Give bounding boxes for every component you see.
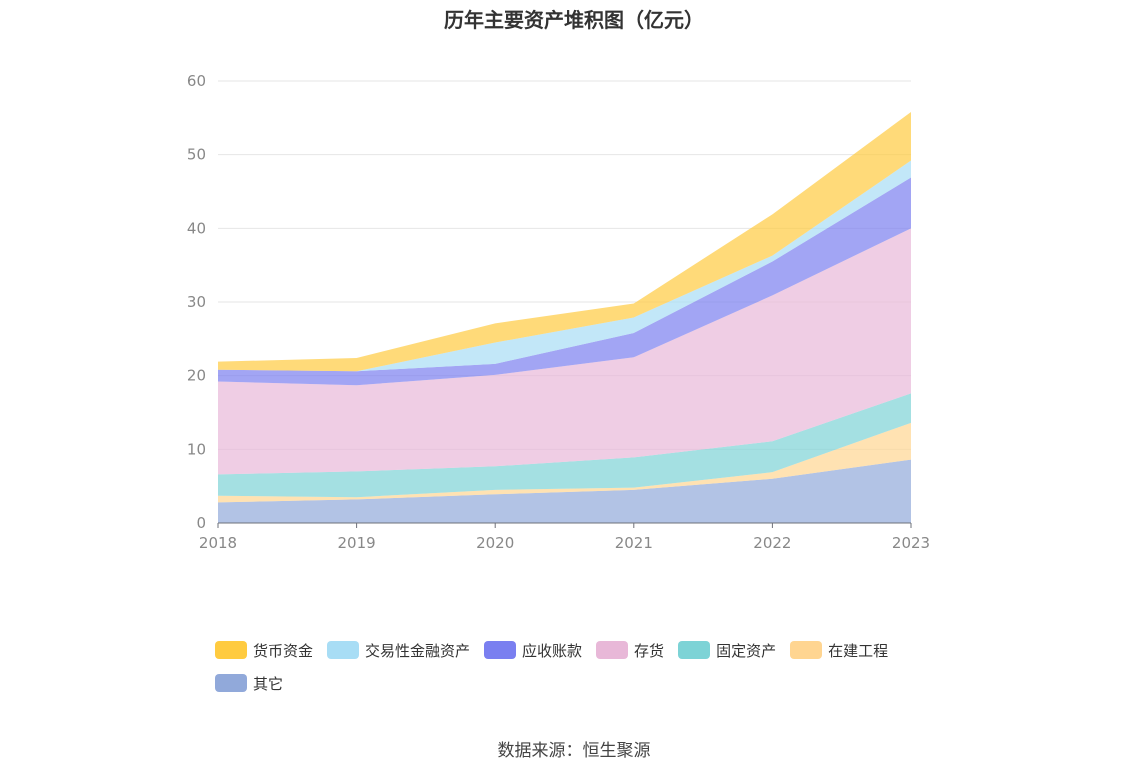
y-tick-label: 40 [187,219,206,237]
legend-swatch [327,641,360,659]
legend-label: 固定资产 [716,641,777,660]
legend-label: 货币资金 [253,641,314,660]
area-series [218,111,911,372]
legend-label: 存货 [634,641,665,660]
y-tick-label: 0 [196,514,206,532]
legend-label: 在建工程 [828,641,889,660]
y-tick-label: 20 [187,367,206,385]
x-tick-label: 2021 [615,534,653,552]
x-tick-label: 2023 [892,534,930,552]
area-series [218,459,911,523]
legend-swatch [596,641,629,659]
legend-item[interactable]: 其它 [215,670,283,696]
x-tick-label: 2018 [199,534,237,552]
data-source-note: 数据来源：恒生聚源 [497,741,651,761]
legend-swatch [678,641,711,659]
legend-item[interactable]: 在建工程 [790,637,888,663]
legend-label: 其它 [253,674,284,693]
legend-label: 应收账款 [522,641,583,660]
x-tick-label: 2020 [476,534,514,552]
x-tick-label: 2019 [338,534,376,552]
legend-swatch [790,641,823,659]
chart-legend: 货币资金 交易性金融资产 应收账款 存货 固定资产 在建工程其它 [215,637,975,703]
chart-title: 历年主要资产堆积图（亿元） [444,8,704,32]
legend-item[interactable]: 固定资产 [678,637,776,663]
legend-swatch [215,641,247,659]
area-series [218,393,911,498]
legend-item[interactable]: 货币资金 [215,637,313,663]
area-series [218,177,911,386]
legend-item[interactable]: 存货 [596,637,664,663]
y-tick-label: 60 [187,72,206,90]
area-series [218,228,911,475]
legend-swatch [484,641,517,659]
x-tick-label: 2022 [753,534,791,552]
legend-item[interactable]: 应收账款 [484,637,582,663]
y-tick-label: 30 [187,293,206,311]
y-tick-label: 10 [187,440,206,458]
y-tick-label: 50 [187,146,206,164]
legend-item[interactable]: 交易性金融资产 [327,637,470,663]
legend-label: 交易性金融资产 [365,641,471,660]
legend-swatch [215,674,247,692]
